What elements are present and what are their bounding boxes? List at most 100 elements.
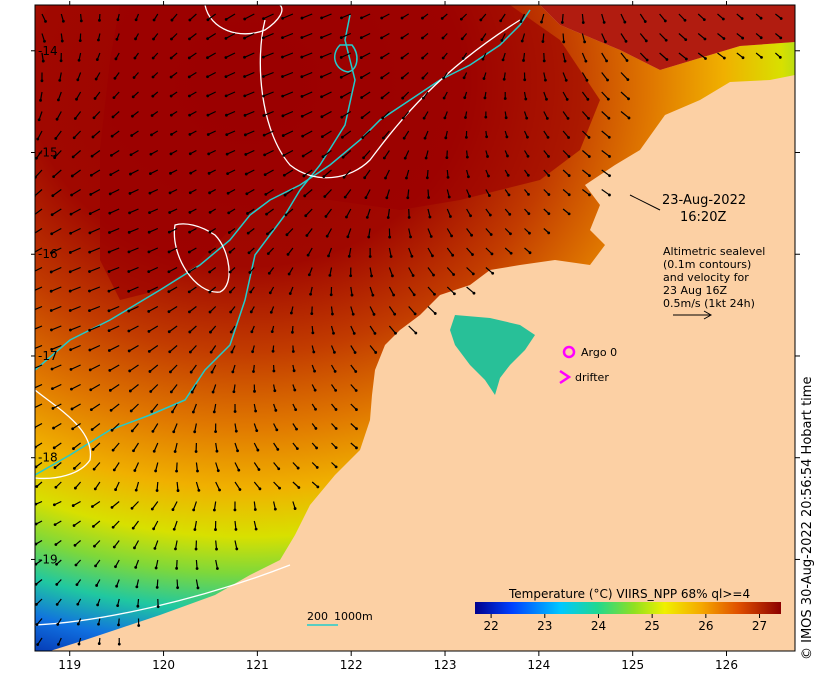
velocity-arrow-head: [607, 135, 611, 139]
velocity-arrow-head: [461, 56, 465, 60]
velocity-arrow-head: [465, 155, 469, 159]
velocity-arrow-head: [300, 75, 304, 79]
velocity-arrow: [194, 520, 197, 530]
altimetry-line-3: and velocity for: [663, 271, 749, 284]
velocity-arrow-head: [215, 567, 219, 570]
velocity-arrow-head: [108, 192, 112, 196]
velocity-arrow-head: [153, 547, 157, 550]
velocity-arrow: [408, 228, 412, 238]
velocity-arrow: [151, 501, 159, 510]
velocity-arrow-head: [407, 215, 411, 219]
velocity-arrow-head: [302, 174, 306, 178]
velocity-arrow: [189, 306, 197, 313]
velocity-arrow: [188, 266, 197, 273]
velocity-arrow: [365, 189, 371, 198]
velocity-arrow: [466, 286, 475, 294]
velocity-arrow-head: [70, 407, 74, 411]
velocity-arrow: [387, 208, 390, 218]
velocity-arrow: [109, 364, 120, 371]
velocity-arrow-head: [500, 38, 504, 42]
velocity-arrow-head: [189, 370, 193, 374]
velocity-arrow: [384, 169, 390, 179]
velocity-arrow: [620, 13, 626, 23]
velocity-arrow: [130, 169, 139, 175]
velocity-arrow: [91, 150, 101, 157]
velocity-arrow: [341, 91, 352, 98]
velocity-arrow-head: [394, 331, 397, 335]
velocity-arrow-head: [175, 566, 179, 570]
velocity-arrow-head: [272, 369, 276, 373]
velocity-arrow-head: [608, 155, 611, 158]
velocity-arrow-head: [55, 117, 59, 121]
velocity-arrow-head: [35, 602, 38, 606]
velocity-arrow-head: [276, 447, 280, 451]
y-tick-label: -15: [38, 146, 58, 160]
velocity-arrow-head: [169, 390, 173, 394]
velocity-arrow-head: [188, 113, 192, 117]
velocity-arrow-head: [115, 584, 119, 588]
velocity-arrow: [282, 71, 294, 78]
velocity-arrow-head: [583, 40, 587, 44]
velocity-arrow-head: [207, 152, 211, 156]
velocity-arrow-head: [483, 96, 487, 100]
velocity-arrow: [369, 286, 374, 296]
velocity-arrow: [601, 13, 605, 23]
velocity-arrow-head: [132, 449, 135, 453]
velocity-arrow-head: [55, 603, 59, 606]
velocity-arrow: [386, 189, 390, 198]
velocity-arrow: [173, 423, 178, 432]
velocity-arrow: [620, 33, 627, 42]
velocity-arrow-head: [209, 330, 212, 334]
velocity-arrow-head: [169, 75, 173, 79]
velocity-arrow-head: [485, 135, 489, 139]
velocity-arrow-head: [293, 507, 297, 510]
velocity-arrow-head: [721, 17, 725, 21]
velocity-arrow-head: [343, 195, 347, 199]
x-tick-label: 124: [527, 658, 550, 672]
velocity-arrow-head: [151, 75, 155, 79]
velocity-arrow: [92, 130, 101, 138]
velocity-arrow-head: [224, 56, 228, 59]
velocity-arrow-head: [489, 233, 493, 236]
velocity-arrow: [35, 305, 43, 311]
velocity-arrow-head: [75, 97, 78, 101]
velocity-arrow-head: [214, 528, 217, 531]
velocity-arrow-head: [340, 95, 343, 99]
velocity-arrow-head: [253, 389, 256, 393]
velocity-arrow-head: [229, 310, 233, 314]
velocity-arrow: [561, 13, 564, 23]
velocity-arrow: [284, 169, 294, 176]
velocity-arrow: [93, 520, 101, 527]
velocity-arrow: [388, 247, 392, 257]
velocity-arrow: [89, 364, 101, 371]
velocity-arrow-head: [316, 485, 320, 489]
velocity-arrow-head: [273, 507, 277, 511]
velocity-arrow: [388, 306, 396, 315]
velocity-arrow: [195, 579, 199, 588]
velocity-arrow: [35, 364, 43, 369]
velocity-arrow-head: [303, 194, 307, 198]
velocity-arrow-head: [127, 349, 131, 353]
velocity-arrow-head: [54, 485, 58, 489]
velocity-arrow-head: [380, 96, 384, 100]
velocity-arrow: [304, 189, 313, 197]
velocity-arrow-head: [188, 133, 192, 136]
velocity-arrow: [341, 13, 352, 19]
y-tick-label: -16: [38, 247, 58, 261]
velocity-arrow-head: [585, 78, 589, 82]
velocity-arrow-head: [49, 289, 53, 293]
velocity-arrow-head: [741, 36, 745, 40]
velocity-arrow: [226, 149, 236, 155]
velocity-arrow: [639, 13, 646, 22]
velocity-arrow-head: [129, 409, 133, 413]
velocity-arrow: [388, 267, 393, 277]
velocity-arrow-head: [53, 156, 57, 159]
velocity-arrow-head: [210, 370, 214, 374]
velocity-arrow-head: [50, 367, 54, 371]
velocity-arrow-head: [294, 408, 298, 412]
velocity-arrow-head: [608, 174, 611, 178]
velocity-arrow-head: [109, 173, 113, 177]
velocity-arrow-head: [508, 212, 512, 216]
velocity-arrow-head: [540, 20, 543, 24]
velocity-arrow-head: [258, 487, 262, 491]
